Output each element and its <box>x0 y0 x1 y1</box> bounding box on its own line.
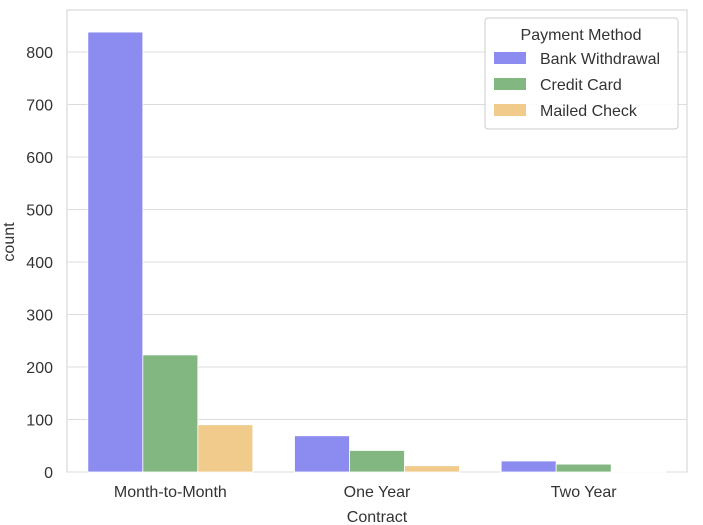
legend: Payment Method Bank Withdrawal Credit Car… <box>484 17 679 130</box>
x-tick-label: Two Year <box>551 484 618 501</box>
y-tick-label: 300 <box>26 308 53 325</box>
legend-box <box>484 17 679 130</box>
y-tick-label: 600 <box>26 150 53 167</box>
y-axis-ticks: 0 100 200 300 400 500 600 700 800 <box>26 45 53 482</box>
legend-swatch <box>494 104 526 116</box>
legend-swatch <box>494 52 526 64</box>
bar <box>197 424 254 473</box>
y-tick-label: 800 <box>26 45 53 62</box>
x-tick-label: One Year <box>344 484 411 501</box>
legend-items: Bank Withdrawal Credit Card Mailed Check <box>494 51 660 120</box>
bar <box>142 354 199 473</box>
y-tick-label: 0 <box>44 465 53 482</box>
x-tick-label: Month-to-Month <box>114 484 227 501</box>
y-tick-label: 200 <box>26 360 53 377</box>
bar <box>500 460 557 473</box>
bar <box>555 463 612 473</box>
y-tick-label: 100 <box>26 413 53 430</box>
bar <box>610 471 667 473</box>
bar <box>404 465 460 473</box>
x-axis-ticks: Month-to-Month One Year Two Year <box>114 484 617 501</box>
x-axis-title: Contract <box>347 509 408 525</box>
legend-swatch <box>494 78 526 90</box>
y-axis-title: count <box>1 222 18 262</box>
bars <box>87 31 667 473</box>
y-tick-label: 400 <box>26 255 53 272</box>
legend-label: Mailed Check <box>540 103 638 120</box>
y-tick-label: 700 <box>26 98 53 115</box>
legend-title: Payment Method <box>521 27 642 44</box>
bar <box>294 435 350 473</box>
bar <box>349 450 405 473</box>
legend-label: Bank Withdrawal <box>540 51 660 68</box>
y-tick-label: 500 <box>26 203 53 220</box>
bar <box>87 31 144 473</box>
legend-label: Credit Card <box>540 77 622 94</box>
